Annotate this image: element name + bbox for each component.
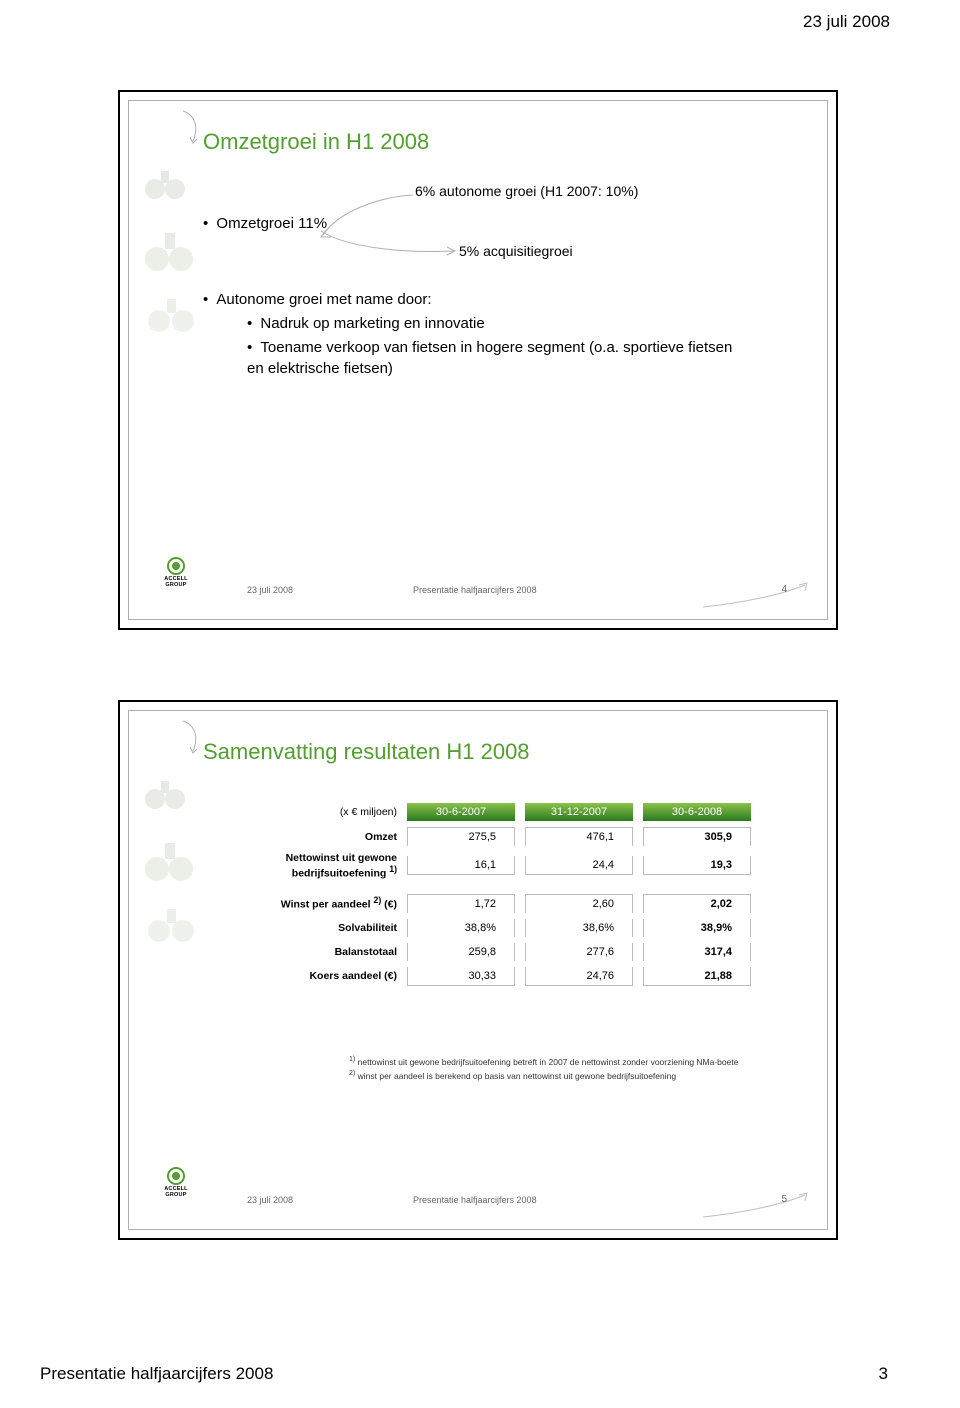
row-label-balans: Balanstotaal [207,946,407,958]
slide-1: Omzetgroei in H1 2008 6% autonome groei … [118,90,838,630]
row-label-omzet: Omzet [207,831,407,843]
bullet-group-2: Autonome groei met name door: Nadruk op … [203,289,737,382]
footnote-1: 1) nettowinst uit gewone bedrijfsuitoefe… [349,1055,738,1069]
cell: 305,9 [643,827,751,846]
slide-number-arrow-icon [701,1191,811,1221]
cell: 476,1 [525,827,633,846]
slide-2-footer-date: 23 juli 2008 [247,1195,293,1205]
table-row: Winst per aandeel 2) (€) 1,72 2,60 2,02 [207,894,767,913]
cell: 2,02 [643,894,751,913]
bullet-autonome-groei: Autonome groei met name door: [203,289,737,311]
slide-1-inner: Omzetgroei in H1 2008 6% autonome groei … [128,100,828,620]
row-label-solv: Solvabiliteit [207,922,407,934]
bullet-omzetgroei: Omzetgroei 11% [203,213,327,235]
slide-1-footer-date: 23 juli 2008 [247,585,293,595]
cell: 21,88 [643,967,751,986]
callout-autonome-groei: 6% autonome groei (H1 2007: 10%) [415,183,638,199]
cell: 317,4 [643,943,751,961]
results-table: (x € miljoen) 30-6-2007 31-12-2007 30-6-… [207,803,767,992]
footnotes: 1) nettowinst uit gewone bedrijfsuitoefe… [349,1055,738,1082]
col-header-2: 31-12-2007 [525,803,633,821]
row-label-nettowinst: Nettowinst uit gewonebedrijfsuitoefening… [207,852,407,880]
cell: 38,6% [525,919,633,937]
cell: 24,76 [525,967,633,986]
slide-2-inner: Samenvatting resultaten H1 2008 (x € mil… [128,710,828,1230]
footnote-2: 2) winst per aandeel is berekend op basi… [349,1069,738,1083]
table-row: Koers aandeel (€) 30,33 24,76 21,88 [207,967,767,986]
background-cyclists-icon [139,161,199,341]
cell: 275,5 [407,827,515,846]
cell: 277,6 [525,943,633,961]
slide-number-arrow-icon [701,581,811,611]
accell-logo: ACCELL GROUP [153,557,199,593]
cell: 1,72 [407,894,515,913]
background-cyclists-icon [139,771,199,951]
table-row: Solvabiliteit 38,8% 38,6% 38,9% [207,919,767,937]
cell: 19,3 [643,856,751,875]
slide-1-number: 4 [781,584,787,595]
logo-text: ACCELL GROUP [153,576,199,588]
bullet-group-1: Omzetgroei 11% [203,213,327,237]
page-header-date: 23 juli 2008 [803,12,890,32]
col-header-1: 30-6-2007 [407,803,515,821]
cell: 259,8 [407,943,515,961]
units-label: (x € miljoen) [207,806,407,818]
table-header-row: (x € miljoen) 30-6-2007 31-12-2007 30-6-… [207,803,767,821]
slide-2-title: Samenvatting resultaten H1 2008 [203,739,530,765]
cell: 2,60 [525,894,633,913]
slide-1-title: Omzetgroei in H1 2008 [203,129,429,155]
col-header-3: 30-6-2008 [643,803,751,821]
page-number: 3 [879,1364,888,1384]
cell: 38,8% [407,919,515,937]
table-row: Nettowinst uit gewonebedrijfsuitoefening… [207,852,767,880]
cell: 24,4 [525,856,633,875]
slide-1-footer-pres: Presentatie halfjaarcijfers 2008 [413,585,537,595]
logo-text: ACCELL GROUP [153,1186,199,1198]
slide-2-number: 5 [781,1194,787,1205]
row-label-koers: Koers aandeel (€) [207,970,407,982]
slide-2: Samenvatting resultaten H1 2008 (x € mil… [118,700,838,1240]
bullet-sub-verkoop: Toename verkoop van fietsen in hogere se… [247,337,737,381]
page-footer-text: Presentatie halfjaarcijfers 2008 [40,1364,273,1384]
callout-acquisitiegroei: 5% acquisitiegroei [459,243,573,259]
callout-arrow-bottom-icon [319,229,459,259]
bullet-sub-marketing: Nadruk op marketing en innovatie [247,313,737,335]
cell: 38,9% [643,919,751,937]
slide-2-footer-pres: Presentatie halfjaarcijfers 2008 [413,1195,537,1205]
cell: 16,1 [407,856,515,875]
table-row: Balanstotaal 259,8 277,6 317,4 [207,943,767,961]
accell-logo: ACCELL GROUP [153,1167,199,1203]
table-row: Omzet 275,5 476,1 305,9 [207,827,767,846]
row-label-wpa: Winst per aandeel 2) (€) [207,895,407,911]
cell: 30,33 [407,967,515,986]
